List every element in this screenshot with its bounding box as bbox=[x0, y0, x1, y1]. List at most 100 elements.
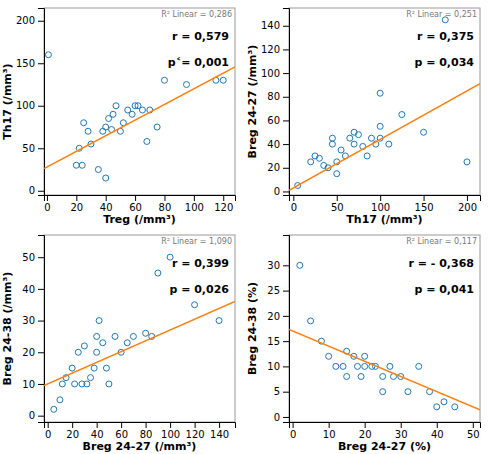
tick-mark bbox=[283, 191, 289, 192]
scatter-point bbox=[154, 124, 160, 130]
scatter-point bbox=[344, 374, 350, 380]
tick: 0 bbox=[291, 195, 297, 213]
tick-mark bbox=[283, 316, 289, 317]
tick-label: 30 bbox=[395, 429, 408, 440]
tick-mark bbox=[170, 422, 171, 428]
axis-line bbox=[290, 423, 481, 429]
x-axis: 01020304050 bbox=[290, 422, 481, 440]
panel: 020406080100120050100150200Treg (/mm³)Th… bbox=[1, 8, 236, 226]
tick-label: 20 bbox=[359, 429, 372, 440]
scatter-point bbox=[351, 141, 357, 147]
axis-line bbox=[45, 423, 236, 429]
scatter-point bbox=[347, 135, 353, 141]
y-axis: 01020304050 bbox=[22, 236, 44, 423]
tick-label: 150 bbox=[415, 202, 434, 213]
scatter-point bbox=[377, 90, 383, 96]
scatter-point bbox=[386, 141, 392, 147]
tick-mark bbox=[329, 422, 330, 428]
scatter-point bbox=[75, 349, 81, 355]
tick: 100 bbox=[185, 195, 204, 213]
tick: 140 bbox=[210, 422, 229, 440]
tick: 0 bbox=[290, 422, 296, 440]
axis-line bbox=[45, 196, 236, 202]
tick-label: 100 bbox=[16, 100, 35, 111]
scatter-point bbox=[184, 82, 190, 88]
tick: 120 bbox=[261, 44, 289, 55]
tick-mark bbox=[473, 422, 474, 428]
tick-mark bbox=[293, 422, 294, 428]
tick-label: 0 bbox=[274, 186, 280, 197]
axis-line bbox=[290, 196, 481, 202]
tick: 100 bbox=[161, 422, 180, 440]
scatter-point bbox=[358, 374, 364, 380]
chart-root: 020406080100120050100150200Treg (/mm³)Th… bbox=[0, 0, 490, 454]
scatter-point bbox=[434, 404, 440, 410]
tick-label: 100 bbox=[185, 202, 204, 213]
x-axis-title: Breg 24-27 (/mm³) bbox=[83, 440, 197, 453]
scatter-point bbox=[88, 375, 94, 381]
tick-mark bbox=[38, 321, 44, 322]
tick: 40 bbox=[431, 422, 444, 440]
scatter-point bbox=[85, 128, 91, 134]
scatter-point bbox=[333, 363, 339, 369]
marks bbox=[44, 52, 235, 181]
scatter-point bbox=[72, 381, 78, 387]
tick-mark bbox=[337, 195, 338, 201]
axis-line bbox=[283, 9, 290, 196]
tick: 120 bbox=[186, 422, 205, 440]
tick: 60 bbox=[115, 422, 128, 440]
scatter-point bbox=[139, 107, 145, 113]
tick-mark bbox=[48, 422, 49, 428]
tick: 50 bbox=[467, 422, 480, 440]
tick-mark bbox=[38, 148, 44, 149]
panel: 02040608010012014001020304050Breg 24-27 … bbox=[1, 235, 236, 453]
scatter-point bbox=[100, 340, 106, 346]
tick-label: 20 bbox=[22, 347, 35, 358]
tick-mark bbox=[283, 341, 289, 342]
tick-mark bbox=[283, 144, 289, 145]
axis-line bbox=[283, 236, 290, 423]
tick-label: 40 bbox=[100, 202, 113, 213]
x-axis-title: Breg 24-27 (%) bbox=[338, 440, 431, 453]
x-axis-title: Th17 (/mm³) bbox=[346, 213, 422, 226]
scatter-point bbox=[91, 365, 97, 371]
scatter-point bbox=[329, 135, 335, 141]
annotation: p˂= 0,001 bbox=[168, 56, 229, 69]
scatter-point bbox=[368, 135, 374, 141]
tick-label: 50 bbox=[22, 143, 35, 154]
annotation: r = 0,579 bbox=[172, 30, 229, 43]
annotation: p = 0,026 bbox=[169, 283, 229, 296]
tick-mark bbox=[283, 291, 289, 292]
scatter-point bbox=[103, 175, 109, 181]
tick: 20 bbox=[22, 347, 44, 358]
tick-mark bbox=[38, 289, 44, 290]
plot-frame bbox=[44, 8, 235, 195]
tick: 30 bbox=[22, 315, 44, 326]
scatter-point bbox=[81, 120, 87, 126]
tick-mark bbox=[467, 195, 468, 201]
tick-mark bbox=[283, 97, 289, 98]
tick: 200 bbox=[16, 15, 44, 26]
tick: 10 bbox=[267, 361, 289, 372]
tick-mark bbox=[97, 422, 98, 428]
tick-label: 0 bbox=[291, 202, 297, 213]
axis-line bbox=[38, 9, 45, 196]
tick: 0 bbox=[45, 422, 51, 440]
tick-mark bbox=[283, 73, 289, 74]
scatter-point bbox=[364, 153, 370, 159]
scatter-point bbox=[113, 103, 119, 109]
tick-mark bbox=[424, 195, 425, 201]
tick-label: 200 bbox=[458, 202, 477, 213]
scatter-point bbox=[124, 340, 130, 346]
tick: 40 bbox=[100, 195, 113, 213]
tick-mark bbox=[283, 168, 289, 169]
annotation: p = 0,041 bbox=[414, 283, 474, 296]
tick-mark bbox=[283, 120, 289, 121]
marks bbox=[289, 262, 480, 410]
tick-label: 100 bbox=[161, 429, 180, 440]
tick-mark bbox=[195, 422, 196, 428]
tick: 20 bbox=[359, 422, 372, 440]
scatter-point bbox=[380, 389, 386, 395]
scatter-point bbox=[220, 77, 226, 83]
tick-label: 100 bbox=[371, 202, 390, 213]
